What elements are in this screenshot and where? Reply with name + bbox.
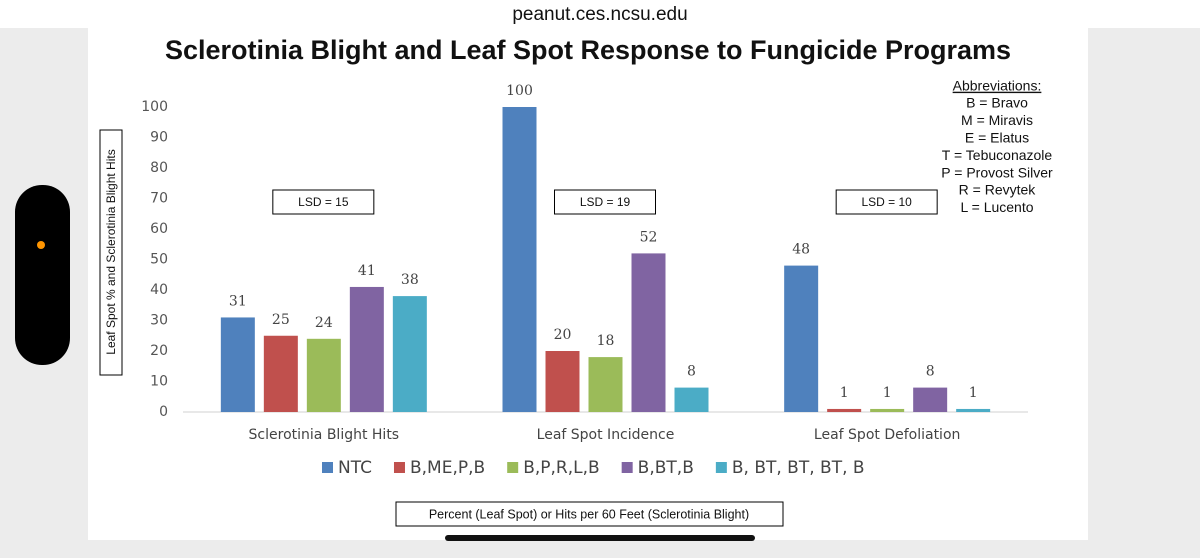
bar bbox=[913, 387, 948, 412]
y-tick-label: 50 bbox=[150, 252, 168, 268]
legend-label: B,BT,B bbox=[638, 458, 694, 478]
value-label: 100 bbox=[506, 83, 533, 99]
bar bbox=[263, 335, 298, 412]
lsd-box bbox=[554, 189, 656, 215]
bar bbox=[827, 408, 862, 412]
y-tick-label: 20 bbox=[150, 343, 168, 359]
legend-label: NTC bbox=[338, 458, 372, 478]
y-label-box bbox=[99, 129, 123, 376]
bar bbox=[870, 408, 905, 412]
legend-label: B,ME,P,B bbox=[410, 458, 485, 478]
lsd-box bbox=[835, 189, 938, 215]
bar bbox=[392, 296, 427, 412]
value-label: 8 bbox=[926, 364, 935, 380]
abbrev-item: B = Bravo bbox=[966, 95, 1028, 111]
abbrev-item: L = Lucento bbox=[960, 199, 1033, 215]
abbrev-title: Abbreviations: bbox=[953, 78, 1042, 94]
bar bbox=[784, 265, 819, 412]
bar bbox=[502, 107, 537, 412]
lsd-label: LSD = 15 bbox=[298, 195, 349, 209]
x-tick-label: Leaf Spot Defoliation bbox=[814, 427, 960, 443]
y-tick-label: 90 bbox=[150, 130, 168, 146]
legend-label: B,P,R,L,B bbox=[523, 458, 599, 478]
legend-swatch bbox=[393, 462, 405, 473]
y-tick-label: 30 bbox=[150, 313, 168, 329]
value-label: 1 bbox=[840, 385, 849, 401]
legend-swatch bbox=[507, 462, 519, 473]
x-tick-label: Sclerotinia Blight Hits bbox=[249, 427, 400, 443]
value-label: 18 bbox=[597, 333, 615, 349]
value-label: 25 bbox=[272, 312, 290, 328]
abbrev-item: E = Elatus bbox=[965, 130, 1029, 146]
abbrev-item: R = Revytek bbox=[959, 182, 1037, 198]
value-label: 41 bbox=[358, 263, 376, 279]
url[interactable]: peanut.ces.ncsu.edu bbox=[512, 4, 687, 25]
value-label: 48 bbox=[792, 242, 810, 258]
bar bbox=[220, 317, 255, 412]
y-tick-label: 80 bbox=[150, 160, 168, 176]
bar bbox=[956, 408, 991, 412]
abbrev-item: M = Miravis bbox=[961, 112, 1033, 128]
value-label: 31 bbox=[229, 293, 247, 309]
chart: Sclerotinia Blight and Leaf Spot Respons… bbox=[99, 35, 1011, 527]
browser-bar bbox=[0, 0, 1200, 28]
value-label: 8 bbox=[687, 364, 696, 380]
y-tick-label: 10 bbox=[150, 374, 168, 390]
y-tick-label: 100 bbox=[141, 99, 168, 115]
x-label-box bbox=[395, 501, 784, 527]
bar bbox=[545, 351, 580, 412]
legend-swatch bbox=[621, 462, 633, 473]
chart-title: Sclerotinia Blight and Leaf Spot Respons… bbox=[165, 35, 1011, 65]
y-tick-label: 60 bbox=[150, 221, 168, 237]
bar bbox=[631, 253, 666, 412]
bar bbox=[674, 387, 709, 412]
lsd-box bbox=[272, 189, 375, 215]
legend-label: B, BT, BT, BT, B bbox=[732, 458, 865, 478]
lsd-label: LSD = 19 bbox=[580, 195, 631, 209]
chart-panel bbox=[88, 28, 1088, 540]
x-tick-label: Leaf Spot Incidence bbox=[537, 427, 675, 443]
value-label: 1 bbox=[883, 385, 892, 401]
indicator-dot bbox=[37, 241, 45, 249]
abbrev-item: P = Provost Silver bbox=[941, 164, 1053, 180]
scroll-bar[interactable] bbox=[445, 535, 755, 541]
value-label: 24 bbox=[315, 315, 333, 331]
legend-swatch bbox=[322, 462, 333, 473]
bar bbox=[306, 338, 341, 412]
value-label: 52 bbox=[640, 229, 658, 245]
y-tick-label: 0 bbox=[159, 404, 168, 420]
value-label: 20 bbox=[554, 327, 572, 343]
side-handle[interactable] bbox=[15, 185, 70, 365]
legend-swatch bbox=[715, 462, 727, 473]
y-axis-label: Leaf Spot % and Sclerotinia Blight Hits bbox=[104, 149, 118, 354]
abbrev-item: T = Tebuconazole bbox=[942, 147, 1053, 163]
lsd-label: LSD = 10 bbox=[861, 195, 912, 209]
bar bbox=[588, 357, 623, 412]
y-tick-label: 70 bbox=[150, 191, 168, 207]
value-label: 38 bbox=[401, 272, 419, 288]
bar bbox=[349, 286, 384, 412]
x-axis-label: Percent (Leaf Spot) or Hits per 60 Feet … bbox=[429, 507, 749, 521]
y-tick-label: 40 bbox=[150, 282, 168, 298]
value-label: 1 bbox=[969, 385, 978, 401]
